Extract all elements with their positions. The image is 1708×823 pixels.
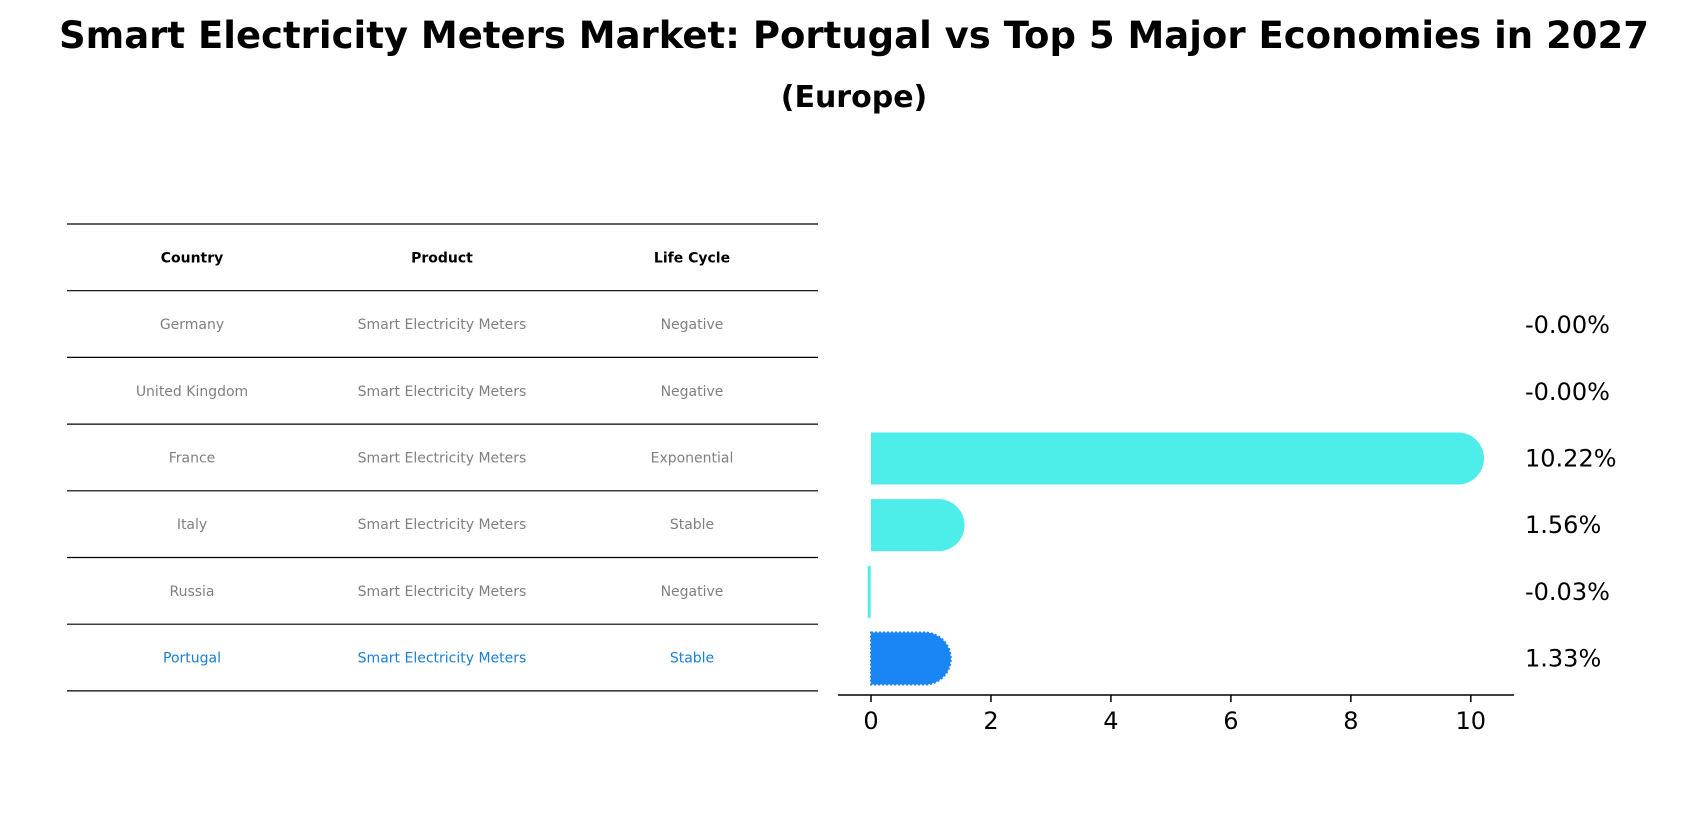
x-tick-label: 4 — [1103, 707, 1118, 735]
table-cell-life-cycle: Negative — [661, 317, 724, 333]
bar-portugal — [869, 631, 952, 686]
bar-russia — [867, 565, 871, 618]
chart-title: Smart Electricity Meters Market: Portuga… — [59, 14, 1649, 57]
bar-value-label: 10.22% — [1525, 444, 1617, 472]
table-cell-product: Smart Electricity Meters — [358, 584, 527, 600]
table-cell-product: Smart Electricity Meters — [358, 517, 527, 533]
chart-subtitle: (Europe) — [780, 80, 928, 115]
bar-value-label: -0.00% — [1525, 311, 1610, 339]
table-cell-product: Smart Electricity Meters — [358, 651, 527, 667]
x-tick-label: 6 — [1223, 707, 1238, 735]
x-tick-label: 8 — [1343, 707, 1358, 735]
table-cell-life-cycle: Negative — [661, 584, 724, 600]
x-tick-label: 0 — [863, 707, 878, 735]
x-tick-label: 10 — [1456, 707, 1487, 735]
bar-value-label: 1.33% — [1525, 645, 1601, 673]
bar-value-label: 1.56% — [1525, 511, 1601, 539]
table-header-country: Country — [161, 250, 224, 266]
table-cell-country: Russia — [169, 584, 214, 600]
table-cell-product: Smart Electricity Meters — [358, 450, 527, 466]
table-header-life-cycle: Life Cycle — [654, 250, 730, 266]
table-cell-country: United Kingdom — [136, 384, 248, 400]
table-cell-life-cycle: Stable — [670, 517, 714, 533]
bar-value-label: -0.03% — [1525, 578, 1610, 606]
table-cell-product: Smart Electricity Meters — [358, 384, 527, 400]
bar-france — [870, 432, 1485, 485]
table-cell-life-cycle: Stable — [670, 651, 714, 667]
bar-italy — [870, 499, 965, 552]
table-cell-country: France — [169, 450, 216, 466]
table-cell-life-cycle: Exponential — [651, 450, 734, 466]
table-cell-life-cycle: Negative — [661, 384, 724, 400]
bar-value-label: -0.00% — [1525, 378, 1610, 406]
table-header-product: Product — [411, 250, 473, 266]
x-tick-label: 2 — [983, 707, 998, 735]
table-cell-product: Smart Electricity Meters — [358, 317, 527, 333]
table-cell-country: Germany — [160, 317, 224, 333]
table-cell-country: Italy — [177, 517, 207, 533]
table-cell-country: Portugal — [163, 651, 221, 667]
